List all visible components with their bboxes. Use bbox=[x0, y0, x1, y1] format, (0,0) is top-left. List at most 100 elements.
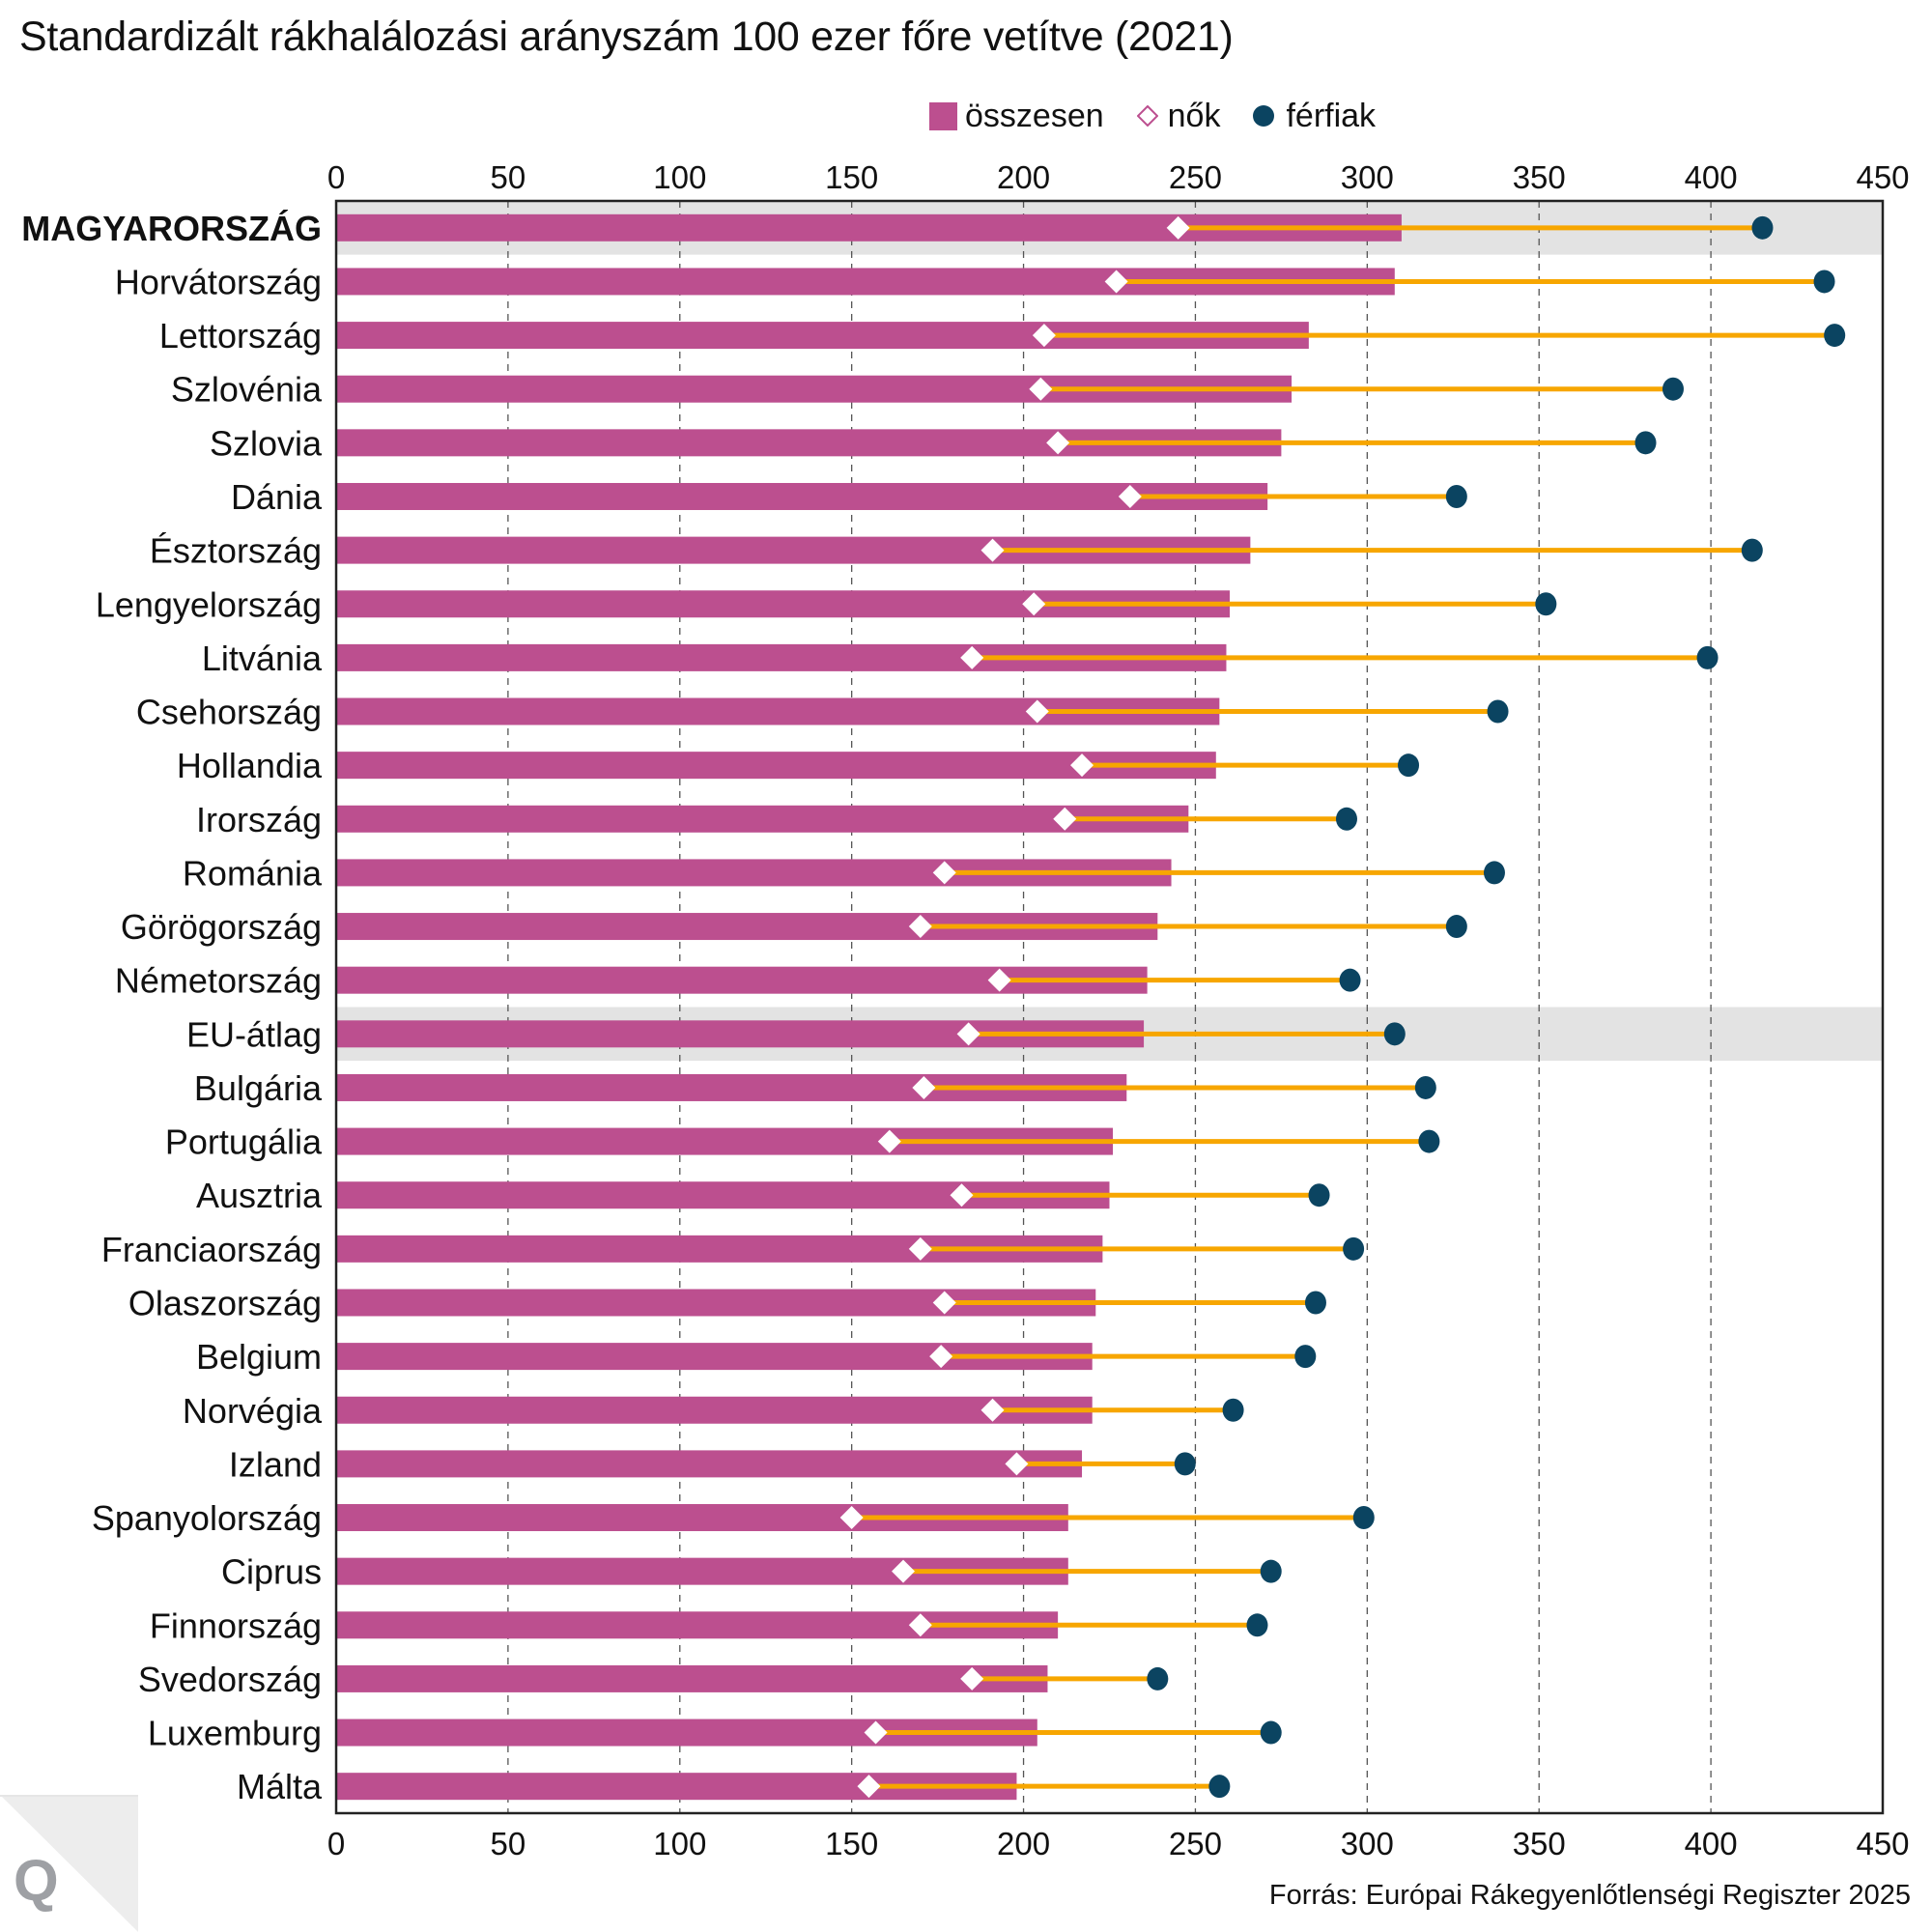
gridlines bbox=[507, 201, 1712, 1813]
category-label: Lettország bbox=[159, 316, 322, 355]
women-diamond bbox=[1032, 324, 1056, 348]
women-diamond bbox=[980, 538, 1005, 562]
men-dot bbox=[1696, 645, 1719, 669]
men-dot bbox=[1483, 861, 1505, 885]
women-diamond bbox=[857, 1775, 881, 1799]
plot-frame bbox=[334, 199, 1885, 1815]
category-label: Norvégia bbox=[183, 1391, 323, 1431]
women-diamond bbox=[1104, 270, 1128, 294]
men-dot bbox=[1339, 968, 1361, 992]
women-diamond bbox=[932, 861, 956, 885]
men-dot bbox=[1352, 1506, 1375, 1530]
women-diamond bbox=[839, 1506, 864, 1530]
legend-item-total: összesen bbox=[929, 98, 1104, 135]
women-diamond bbox=[1029, 377, 1053, 401]
women-diamond bbox=[956, 1022, 980, 1046]
men-dot bbox=[1304, 1291, 1326, 1315]
x-tick-label-top: 50 bbox=[491, 159, 526, 195]
legend-label-women: nők bbox=[1167, 97, 1221, 134]
women-diamond bbox=[912, 1075, 936, 1099]
women-diamond bbox=[1166, 215, 1190, 240]
x-tick-label-top: 100 bbox=[653, 159, 706, 195]
legend-label-men: férfiak bbox=[1286, 97, 1377, 134]
men-dot bbox=[1260, 1559, 1282, 1583]
women-diamond bbox=[908, 1236, 932, 1261]
x-tick-label-top: 0 bbox=[327, 159, 345, 195]
legend-diamond-icon bbox=[1136, 105, 1158, 127]
x-tick-label-bottom: 400 bbox=[1685, 1826, 1738, 1861]
category-label: Luxemburg bbox=[148, 1714, 322, 1753]
men-dot bbox=[1343, 1236, 1365, 1261]
x-tick-label-bottom: 450 bbox=[1856, 1826, 1909, 1861]
x-tick-label-bottom: 200 bbox=[997, 1826, 1050, 1861]
women-diamond bbox=[932, 1291, 956, 1315]
total-bar bbox=[336, 1664, 1048, 1692]
category-label: Dánia bbox=[231, 477, 323, 517]
legend-label-total: összesen bbox=[965, 97, 1104, 134]
women-diamond bbox=[960, 645, 984, 669]
x-axis-top-ticks: 0 50 100 150 200 250 300 350 400 450 bbox=[327, 159, 1910, 195]
women-diamond bbox=[929, 1345, 953, 1369]
category-label: Ausztria bbox=[196, 1176, 323, 1215]
category-label: Bulgária bbox=[194, 1068, 323, 1108]
men-dots bbox=[1147, 215, 1846, 1799]
men-dot bbox=[1260, 1720, 1282, 1745]
category-label: Csehország bbox=[136, 693, 322, 732]
publisher-logo-icon bbox=[0, 1795, 138, 1932]
women-diamond bbox=[1118, 484, 1142, 508]
category-label: Észtország bbox=[150, 531, 322, 571]
category-label: Hollandia bbox=[177, 746, 323, 785]
men-dot bbox=[1398, 753, 1420, 778]
men-dot bbox=[1246, 1613, 1268, 1637]
x-tick-label-bottom: 300 bbox=[1341, 1826, 1394, 1861]
women-diamond bbox=[864, 1720, 888, 1745]
category-label: Franciaország bbox=[101, 1230, 322, 1269]
x-tick-label-top: 350 bbox=[1513, 159, 1566, 195]
category-label: Portugália bbox=[165, 1122, 323, 1162]
category-label: Litvánia bbox=[202, 639, 323, 678]
x-tick-label-top: 300 bbox=[1341, 159, 1394, 195]
category-label: Lengyelország bbox=[96, 584, 322, 624]
category-label: Ciprus bbox=[221, 1552, 322, 1592]
men-dot bbox=[1751, 215, 1774, 240]
legend-item-women: nők bbox=[1136, 97, 1221, 135]
men-dot bbox=[1741, 538, 1763, 562]
men-dot bbox=[1662, 377, 1684, 401]
category-label: Horvátország bbox=[115, 262, 322, 301]
women-diamond bbox=[1070, 753, 1094, 778]
legend-bar-swatch-icon bbox=[929, 101, 957, 130]
category-label: Irország bbox=[196, 800, 322, 839]
men-dot bbox=[1634, 431, 1657, 455]
women-diamonds bbox=[839, 215, 1190, 1799]
legend-item-men: férfiak bbox=[1253, 98, 1376, 135]
connectors bbox=[851, 225, 1835, 1789]
men-dot bbox=[1208, 1775, 1231, 1799]
total-bar bbox=[336, 805, 1189, 833]
x-tick-label-top: 150 bbox=[825, 159, 878, 195]
men-dot bbox=[1445, 915, 1467, 939]
x-tick-label-bottom: 0 bbox=[327, 1826, 345, 1861]
men-dot bbox=[1147, 1666, 1169, 1690]
women-diamond bbox=[892, 1559, 916, 1583]
men-dot bbox=[1824, 324, 1846, 348]
women-diamond bbox=[877, 1129, 901, 1153]
category-label: Izland bbox=[229, 1444, 322, 1484]
men-dot bbox=[1335, 807, 1357, 831]
category-label: Görögország bbox=[121, 907, 322, 947]
women-diamond bbox=[950, 1183, 974, 1208]
women-diamond bbox=[960, 1666, 984, 1690]
x-tick-label-top: 450 bbox=[1856, 159, 1909, 195]
category-label: Spanyolország bbox=[92, 1498, 322, 1538]
category-label: Málta bbox=[237, 1767, 323, 1806]
men-dot bbox=[1414, 1075, 1436, 1099]
women-diamond bbox=[980, 1398, 1005, 1422]
category-label: Svedország bbox=[138, 1660, 322, 1699]
total-bar bbox=[336, 482, 1268, 510]
category-label: Románia bbox=[183, 853, 323, 893]
total-bar bbox=[336, 1450, 1083, 1478]
men-dot bbox=[1294, 1345, 1317, 1369]
category-labels: MAGYARORSZÁG Horvátország Lettország Szlové… bbox=[21, 209, 323, 1806]
category-label: EU-átlag bbox=[186, 1014, 322, 1054]
women-diamond bbox=[1046, 431, 1070, 455]
